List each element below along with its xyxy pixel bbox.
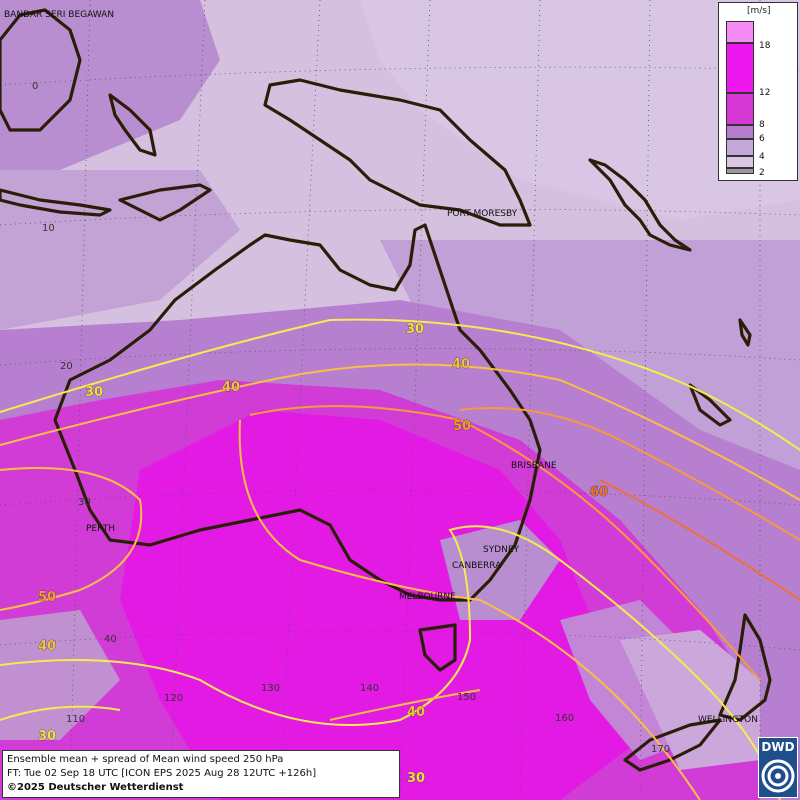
contour-label: 40 bbox=[452, 357, 470, 372]
lon-label: 150 bbox=[457, 692, 476, 703]
contour-label: 40 bbox=[38, 639, 56, 654]
legend-label: 8 bbox=[759, 120, 765, 130]
lon-label: 130 bbox=[261, 683, 280, 694]
legend-label: 6 bbox=[759, 134, 765, 144]
lat-label: 20 bbox=[60, 361, 73, 372]
contour-label: 50 bbox=[453, 419, 471, 434]
legend-label: 18 bbox=[759, 41, 771, 51]
city-label-wellington: WELLINGTON bbox=[698, 715, 758, 725]
city-label-brisbane: BRISBANE bbox=[511, 461, 557, 471]
city-label-sydney: SYDNEY bbox=[483, 545, 520, 555]
isotach-60 bbox=[599, 479, 800, 601]
legend-swatch bbox=[726, 168, 754, 174]
dwd-logo-text: DWD bbox=[761, 740, 795, 754]
lon-label: 140 bbox=[360, 683, 379, 694]
lon-label: 110 bbox=[66, 714, 85, 725]
lon-label: 170 bbox=[651, 744, 670, 755]
city-label-canberra: CANBERRA bbox=[452, 561, 502, 571]
grid-labels: 0 10 20 30 40 110 120 130 140 150 160 17… bbox=[32, 81, 670, 755]
dwd-logo-swirl-icon bbox=[761, 759, 795, 793]
legend-swatch bbox=[726, 43, 754, 93]
contour-label: 30 bbox=[85, 385, 103, 400]
contour-label: 40 bbox=[222, 380, 240, 395]
color-legend: [m/s] 18 12 8 6 4 2 bbox=[718, 2, 798, 181]
legend-swatch bbox=[726, 125, 754, 139]
city-labels: BANDAR SERI BEGAWAN PORT MORESBY BRISBAN… bbox=[4, 10, 758, 725]
isotach-40-inner bbox=[238, 419, 701, 800]
contour-label: 40 bbox=[407, 705, 425, 720]
legend-swatch bbox=[726, 156, 754, 168]
contour-labels: 30 30 30 30 40 40 40 40 50 50 60 bbox=[38, 322, 609, 787]
isotach-40-south bbox=[329, 689, 481, 721]
isotach-30-bottom bbox=[0, 705, 121, 721]
isotach-50 bbox=[459, 407, 800, 541]
lat-label: 0 bbox=[32, 81, 38, 92]
info-box: Ensemble mean + spread of Mean wind spee… bbox=[2, 750, 400, 798]
lon-label: 160 bbox=[555, 713, 574, 724]
legend-label: 4 bbox=[759, 152, 765, 162]
city-label-bandar-seri-begawan: BANDAR SERI BEGAWAN bbox=[4, 10, 114, 20]
city-label-perth: PERTH bbox=[86, 524, 115, 534]
isotach-30-south bbox=[0, 525, 781, 800]
legend-swatch bbox=[726, 93, 754, 125]
city-label-melbourne: MELBOURNE bbox=[399, 592, 456, 602]
dwd-logo: DWD bbox=[758, 737, 798, 798]
isotach-contours bbox=[0, 318, 800, 800]
legend-swatch bbox=[726, 139, 754, 156]
contour-label: 30 bbox=[407, 771, 425, 786]
contour-label: 50 bbox=[38, 590, 56, 605]
legend-unit: [m/s] bbox=[747, 6, 771, 16]
lon-label: 120 bbox=[164, 693, 183, 704]
lat-label: 30 bbox=[78, 497, 91, 508]
forecast-time: FT: Tue 02 Sep 18 UTC [ICON EPS 2025 Aug… bbox=[7, 768, 317, 779]
lat-label: 10 bbox=[42, 223, 55, 234]
isotach-40-west bbox=[0, 467, 143, 611]
contour-label: 30 bbox=[406, 322, 424, 337]
contour-label: 60 bbox=[590, 485, 608, 500]
isotach-50-inner bbox=[249, 405, 761, 681]
city-label-port-moresby: PORT MORESBY bbox=[447, 209, 518, 219]
legend-swatch bbox=[726, 21, 754, 43]
lat-label: 40 bbox=[104, 634, 117, 645]
isotach-40-north bbox=[0, 363, 800, 501]
coastlines bbox=[0, 8, 772, 772]
map-title: Ensemble mean + spread of Mean wind spee… bbox=[7, 754, 284, 765]
legend-label: 12 bbox=[759, 88, 771, 98]
isotach-30-north bbox=[0, 318, 800, 451]
legend-label: 2 bbox=[759, 168, 765, 178]
contour-label: 30 bbox=[38, 729, 56, 744]
copyright: ©2025 Deutscher Wetterdienst bbox=[7, 782, 184, 793]
